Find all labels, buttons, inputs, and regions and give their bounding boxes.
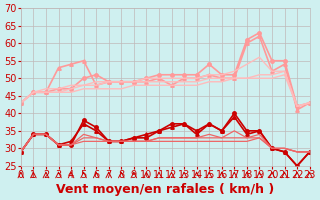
X-axis label: Vent moyen/en rafales ( km/h ): Vent moyen/en rafales ( km/h ) bbox=[56, 183, 274, 196]
